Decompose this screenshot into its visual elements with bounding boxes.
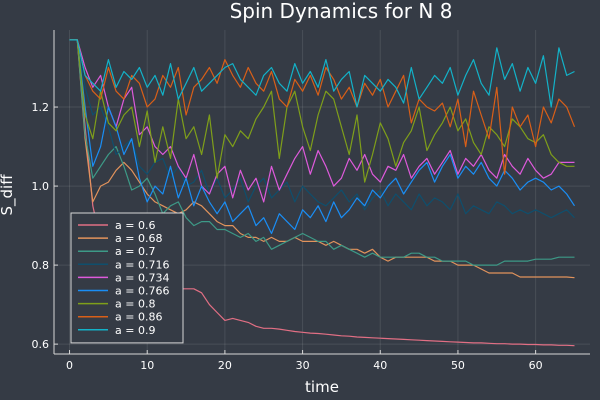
legend-label: a = 0.86 bbox=[115, 311, 162, 324]
legend-label: a = 0.9 bbox=[115, 324, 155, 337]
series-lines bbox=[69, 39, 576, 347]
y-tick-label: 0.8 bbox=[32, 259, 50, 272]
y-tick-label: 1.0 bbox=[32, 180, 50, 193]
legend-label: a = 0.716 bbox=[115, 258, 169, 271]
legend-label: a = 0.6 bbox=[115, 219, 155, 232]
legend-label: a = 0.766 bbox=[115, 285, 169, 298]
x-tick-label: 10 bbox=[140, 359, 154, 372]
series-line-5 bbox=[69, 39, 576, 235]
x-tick-label: 20 bbox=[218, 359, 232, 372]
y-tick-label: 0.6 bbox=[32, 338, 50, 351]
x-tick-label: 60 bbox=[529, 359, 543, 372]
series-line-3 bbox=[69, 39, 575, 219]
y-axis-label: S_diff bbox=[0, 174, 17, 216]
x-tick-label: 0 bbox=[66, 359, 73, 372]
legend-label: a = 0.8 bbox=[115, 298, 155, 311]
x-tick-label: 40 bbox=[373, 359, 387, 372]
legend-label: a = 0.734 bbox=[115, 271, 169, 284]
series-line-7 bbox=[69, 39, 576, 175]
x-tick-label: 30 bbox=[296, 359, 310, 372]
series-line-4 bbox=[69, 39, 575, 203]
legend-label: a = 0.68 bbox=[115, 232, 162, 245]
legend-label: a = 0.7 bbox=[115, 245, 155, 258]
axes bbox=[53, 30, 590, 355]
series-line-1 bbox=[69, 39, 575, 279]
x-axis-label: time bbox=[305, 378, 339, 396]
x-tick-label: 50 bbox=[451, 359, 465, 372]
series-line-8 bbox=[69, 39, 575, 108]
ticks: 0 10 20 30 40 50 60 0.6 0.8 1.0 1.2 bbox=[32, 101, 543, 372]
series-line-2 bbox=[69, 39, 575, 266]
chart-title: Spin Dynamics for N 8 bbox=[230, 0, 453, 23]
y-tick-label: 1.2 bbox=[32, 101, 50, 114]
